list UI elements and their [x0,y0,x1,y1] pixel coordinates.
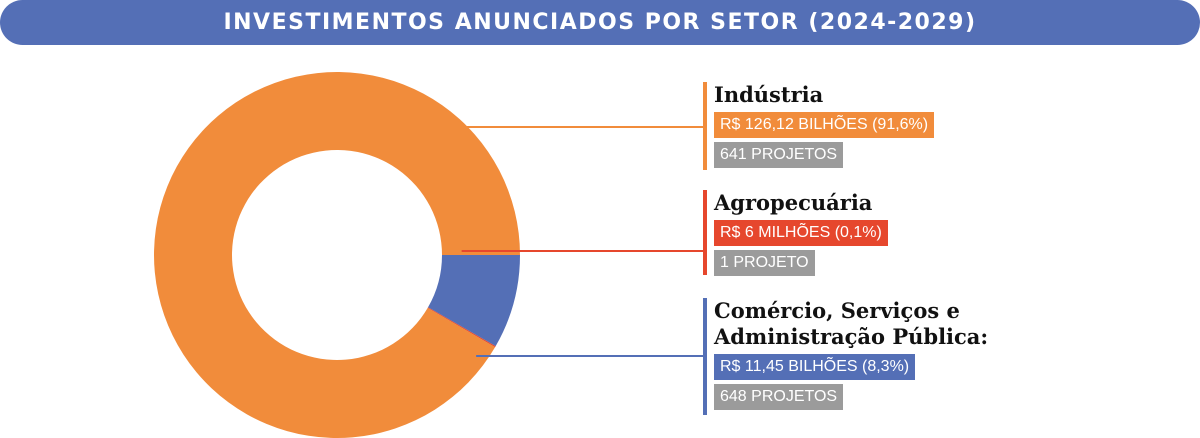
row: 641 PROJETOS [714,142,1014,172]
value-label: R$ 11,45 BILHÕES (8,3%) [714,354,916,380]
sector-name: Indústria [714,82,824,107]
row: R$ 126,12 BILHÕES (91,6%) [714,112,1014,142]
sector-name: Agropecuária [714,190,873,215]
value-label: R$ 6 MILHÕES (0,1%) [714,220,888,246]
row: R$ 11,45 BILHÕES (8,3%) [714,354,1014,384]
project-label: 648 PROJETOS [714,384,844,410]
value-label: R$ 126,12 BILHÕES (91,6%) [714,112,935,138]
sector-name: Comércio, Serviços e Administração Públi… [714,298,989,349]
sector-label: Comércio, Serviços e Administração Públi… [714,298,1014,414]
label-bar [703,190,707,275]
slice [154,71,520,438]
project-label: 641 PROJETOS [714,142,844,168]
slice [428,255,520,347]
label-bar [703,82,707,170]
row: R$ 6 MILHÕES (0,1%) [714,220,1014,250]
chart-title: INVESTIMENTOS ANUNCIADOS POR SETOR (2024… [0,0,1200,45]
sector-label: Indústria R$ 126,12 BILHÕES (91,6%) 641 PR… [714,82,1014,172]
row: 1 PROJETO [714,250,1014,280]
slice [427,307,496,348]
label-bar [703,298,707,415]
project-label: 1 PROJETO [714,250,815,276]
row: 648 PROJETOS [714,384,1014,414]
sector-label: Agropecuária R$ 6 MILHÕES (0,1%) 1 PROJETO [714,190,1014,280]
